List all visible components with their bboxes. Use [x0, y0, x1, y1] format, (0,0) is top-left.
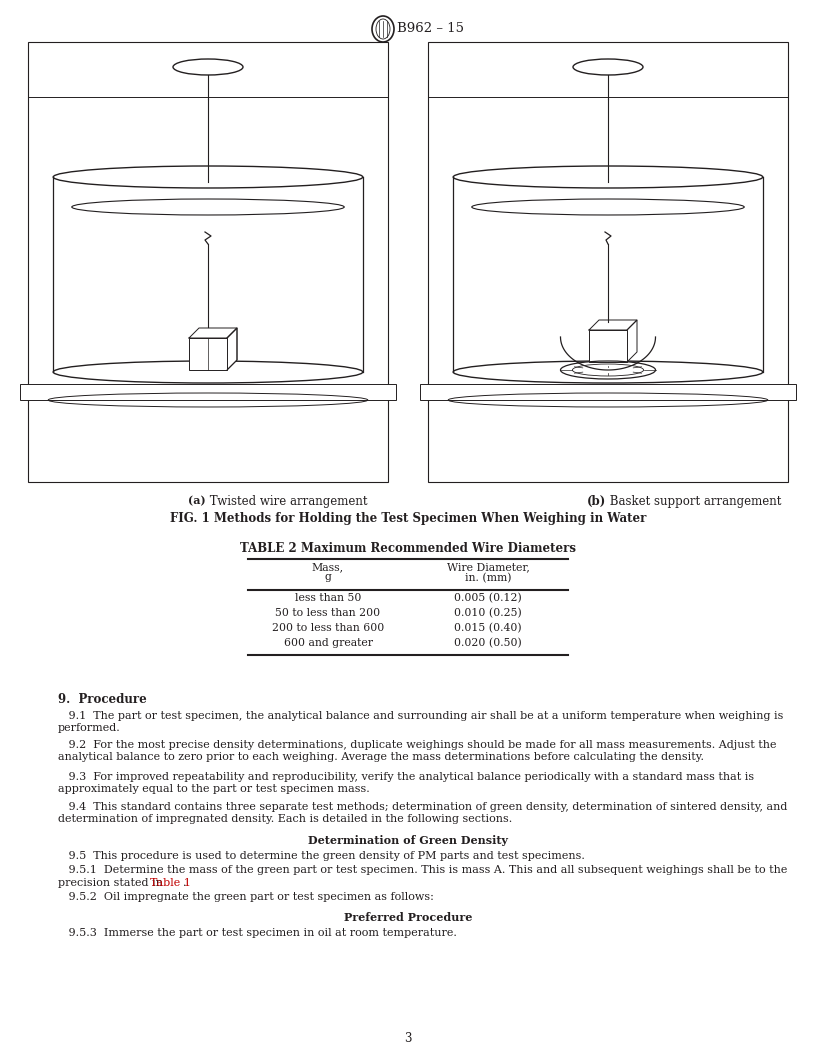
Text: Twisted wire arrangement: Twisted wire arrangement	[206, 495, 367, 508]
Text: g: g	[325, 572, 331, 583]
Text: 3: 3	[404, 1032, 412, 1045]
Text: (a): (a)	[188, 495, 206, 506]
Text: precision stated in: precision stated in	[58, 878, 166, 888]
Text: 9.  Procedure: 9. Procedure	[58, 693, 147, 706]
Text: 0.020 (0.50): 0.020 (0.50)	[455, 638, 522, 648]
Text: 50 to less than 200: 50 to less than 200	[276, 608, 380, 618]
Text: 9.5.1  Determine the mass of the green part or test specimen. This is mass A. Th: 9.5.1 Determine the mass of the green pa…	[58, 865, 787, 875]
Bar	[420, 384, 796, 400]
Text: Determination of Green Density: Determination of Green Density	[308, 835, 508, 846]
Polygon shape	[627, 320, 637, 362]
Text: Mass,: Mass,	[312, 562, 344, 572]
Polygon shape	[227, 328, 237, 370]
Text: 0.005 (0.12): 0.005 (0.12)	[455, 593, 522, 603]
Text: 9.3  For improved repeatability and reproducibility, verify the analytical balan: 9.3 For improved repeatability and repro…	[58, 772, 754, 794]
Text: Basket support arrangement: Basket support arrangement	[606, 495, 782, 508]
Text: .: .	[183, 878, 186, 888]
Text: Table 1: Table 1	[150, 878, 191, 888]
Text: 0.015 (0.40): 0.015 (0.40)	[455, 623, 521, 634]
Bar	[28, 42, 388, 482]
Text: TABLE 2 Maximum Recommended Wire Diameters: TABLE 2 Maximum Recommended Wire Diamete…	[240, 542, 576, 555]
Text: 0.010 (0.25): 0.010 (0.25)	[455, 608, 522, 619]
Text: 9.2  For the most precise density determinations, duplicate weighings should be : 9.2 For the most precise density determi…	[58, 740, 777, 761]
Text: 200 to less than 600: 200 to less than 600	[272, 623, 384, 633]
Text: Wire Diameter,: Wire Diameter,	[446, 562, 530, 572]
Text: less than 50: less than 50	[295, 593, 361, 603]
Text: (b): (b)	[587, 495, 606, 508]
Bar	[428, 42, 788, 482]
Text: 9.5  This procedure is used to determine the green density of PM parts and test : 9.5 This procedure is used to determine …	[58, 851, 585, 861]
Text: B962 – 15: B962 – 15	[397, 22, 464, 36]
Text: Preferred Procedure: Preferred Procedure	[344, 912, 472, 923]
Text: 9.5.2  Oil impregnate the green part or test specimen as follows:: 9.5.2 Oil impregnate the green part or t…	[58, 892, 434, 902]
Text: in. (mm): in. (mm)	[465, 572, 512, 583]
Text: 9.4  This standard contains three separate test methods; determination of green : 9.4 This standard contains three separat…	[58, 802, 787, 824]
Text: 9.1  The part or test specimen, the analytical balance and surrounding air shall: 9.1 The part or test specimen, the analy…	[58, 711, 783, 733]
Bar	[189, 338, 227, 370]
Bar	[589, 329, 627, 362]
Text: FIG. 1 Methods for Holding the Test Specimen When Weighing in Water: FIG. 1 Methods for Holding the Test Spec…	[170, 512, 646, 525]
Text: 600 and greater: 600 and greater	[283, 638, 372, 648]
Bar	[20, 384, 396, 400]
Text: 9.5.3  Immerse the part or test specimen in oil at room temperature.: 9.5.3 Immerse the part or test specimen …	[58, 928, 457, 938]
